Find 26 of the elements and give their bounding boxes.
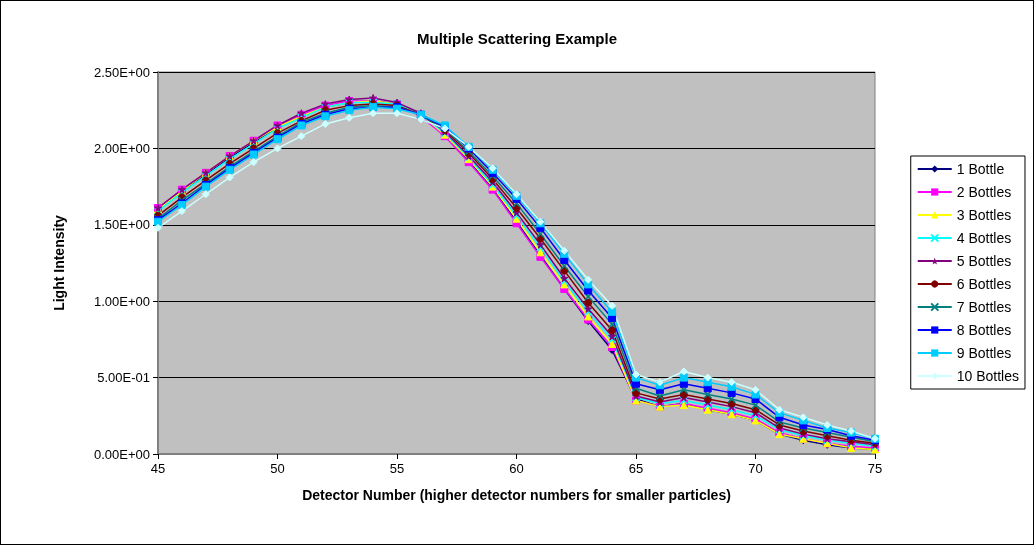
y-tick-label: 2.50E+00 <box>93 64 150 80</box>
x-tick-label: 65 <box>628 461 644 476</box>
x-tick-label: 50 <box>270 461 285 476</box>
x-tick-label: 45 <box>150 461 166 476</box>
legend-label: 6 Bottles <box>956 276 1012 292</box>
x-tick-label: 75 <box>867 461 883 476</box>
chart-title: Multiple Scattering Example <box>416 30 618 47</box>
legend-label: 3 Bottles <box>956 207 1012 223</box>
legend-label: 8 Bottles <box>956 322 1012 338</box>
y-tick-label: 5.00E-01 <box>97 370 150 386</box>
legend-label: 5 Bottles <box>956 253 1012 269</box>
x-tick-label: 55 <box>389 461 405 476</box>
legend-label: 4 Bottles <box>956 230 1012 246</box>
legend-label: 10 Bottles <box>956 368 1019 384</box>
x-tick-label: 60 <box>509 461 524 476</box>
legend-label: 2 Bottles <box>956 184 1012 200</box>
y-tick-label: 1.50E+00 <box>93 217 150 233</box>
y-axis-title: Light Intensity <box>51 214 67 311</box>
legend-label: 9 Bottles <box>956 345 1012 361</box>
y-tick-label: 1.00E+00 <box>93 293 150 309</box>
x-axis-title: Detector Number (higher detector numbers for smaller particles) <box>302 487 731 503</box>
legend-label: 7 Bottles <box>956 299 1012 315</box>
x-tick-label: 70 <box>748 461 763 476</box>
y-tick-label: 0.00E+00 <box>93 446 150 462</box>
y-tick-label: 2.00E+00 <box>93 140 150 156</box>
legend-label: 1 Bottle <box>956 161 1005 177</box>
